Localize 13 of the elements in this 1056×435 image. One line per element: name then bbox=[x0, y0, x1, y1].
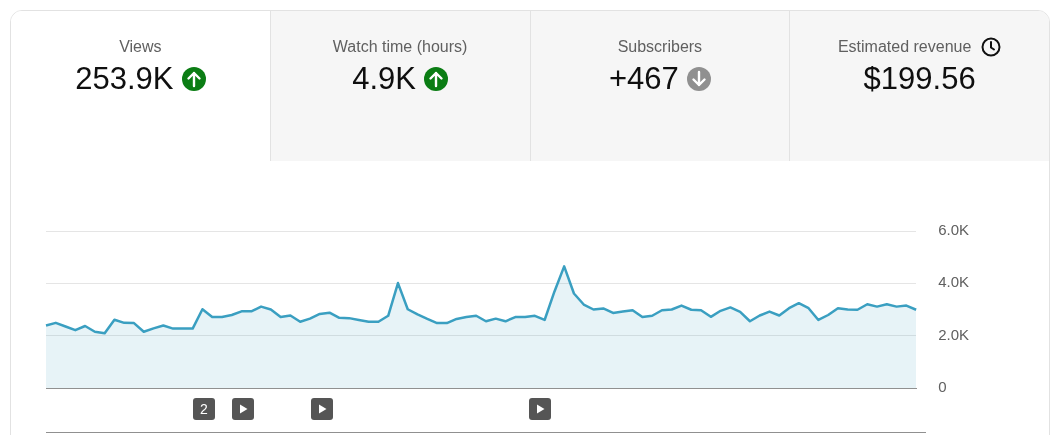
text: 2 bbox=[193, 398, 215, 420]
y-tick-label: 2.0K bbox=[938, 325, 969, 343]
y-tick-label: 6.0K bbox=[938, 221, 969, 239]
text: $199.56 bbox=[863, 61, 976, 97]
text: Watch time (hours) bbox=[332, 38, 468, 56]
text: Estimated revenue bbox=[837, 38, 972, 56]
text: Subscribers bbox=[617, 38, 703, 56]
y-tick-label: 4.0K bbox=[938, 273, 969, 291]
text: +467 bbox=[608, 61, 679, 97]
text: 4.9K bbox=[352, 61, 417, 97]
y-tick-label: 0 bbox=[938, 378, 947, 396]
text: Views bbox=[119, 38, 162, 56]
text: 253.9K bbox=[75, 61, 174, 97]
